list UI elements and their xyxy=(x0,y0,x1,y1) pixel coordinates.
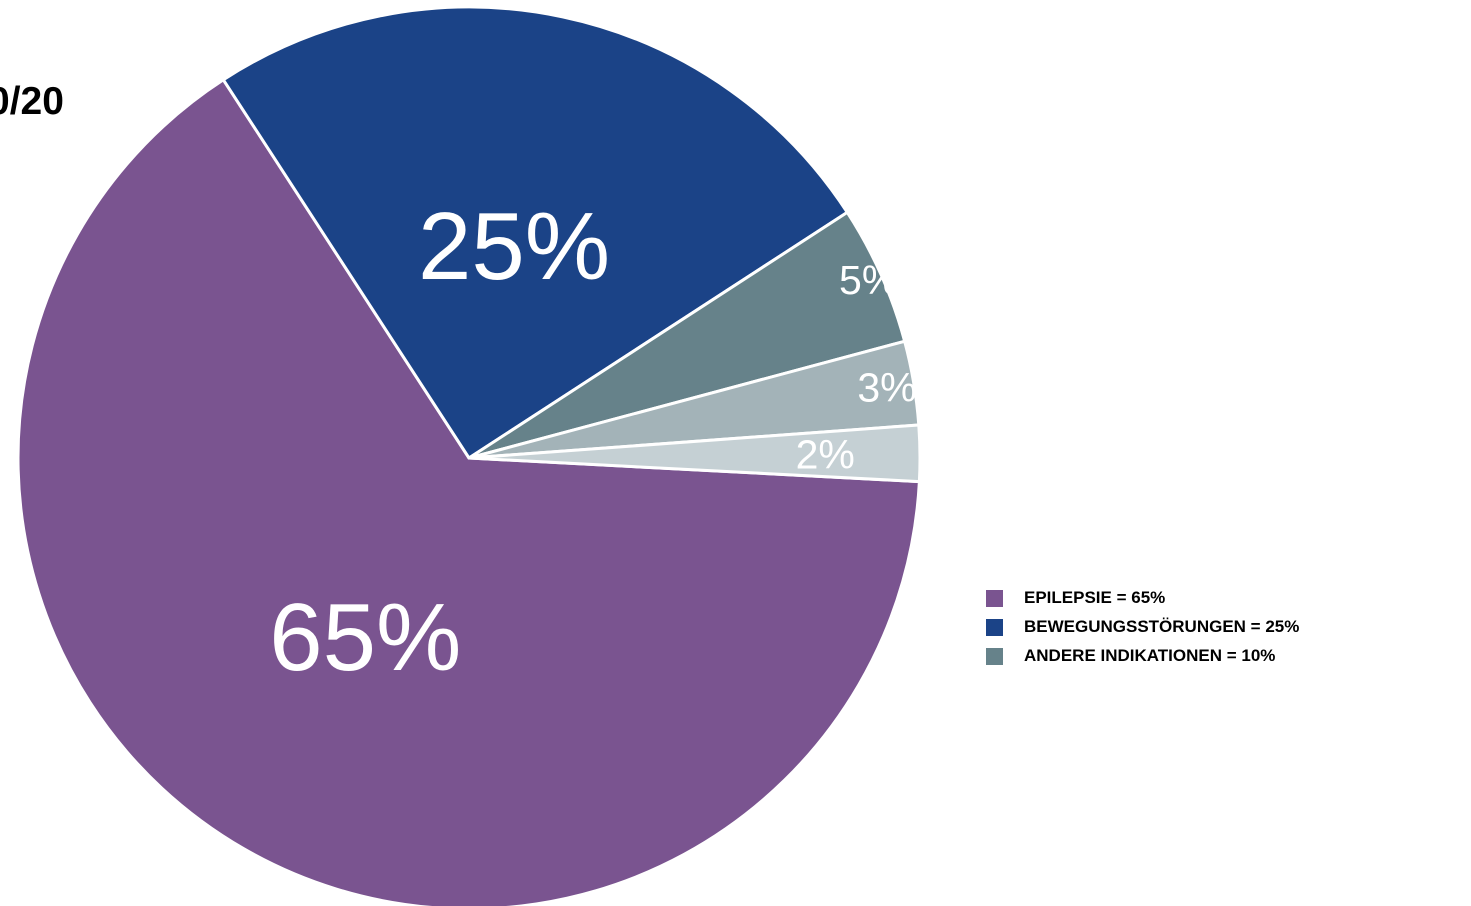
pie-slice-andere-2 xyxy=(467,423,922,484)
legend-swatch-bewegungsstoerungen xyxy=(986,618,1003,636)
chart-legend: EPILEPSIE = 65% BEWEGUNGSSTÖRUNGEN = 25%… xyxy=(986,586,1299,673)
legend-item-andere-indikationen: ANDERE INDIKATIONEN = 10% xyxy=(986,644,1299,668)
pie-data-label-andere-5: 5% xyxy=(839,257,898,303)
legend-label-andere-indikationen: ANDERE INDIKATIONEN = 10% xyxy=(1024,646,1276,665)
legend-swatch-andere-indikationen xyxy=(986,647,1003,665)
pie-data-label-epilepsie: 65% xyxy=(269,584,461,691)
pie-slice-andere-5 xyxy=(467,210,907,460)
legend-label-bewegungsstoerungen: BEWEGUNGSSTÖRUNGEN = 25% xyxy=(1024,617,1300,636)
pie-slice-bewegungsstoerungen xyxy=(221,5,849,460)
pie-slice-epilepsie xyxy=(16,78,921,906)
pie-data-label-andere-2: 2% xyxy=(796,431,855,477)
pie-data-label-andere-3: 3% xyxy=(857,364,916,410)
legend-swatch-epilepsie xyxy=(986,589,1003,607)
chart-title: 0/20 xyxy=(0,80,64,123)
pie-data-label-bewegungsstoerungen: 25% xyxy=(418,193,610,300)
legend-item-bewegungsstoerungen: BEWEGUNGSSTÖRUNGEN = 25% xyxy=(986,615,1299,639)
legend-item-epilepsie: EPILEPSIE = 65% xyxy=(986,586,1299,610)
legend-label-epilepsie: EPILEPSIE = 65% xyxy=(1024,588,1166,607)
